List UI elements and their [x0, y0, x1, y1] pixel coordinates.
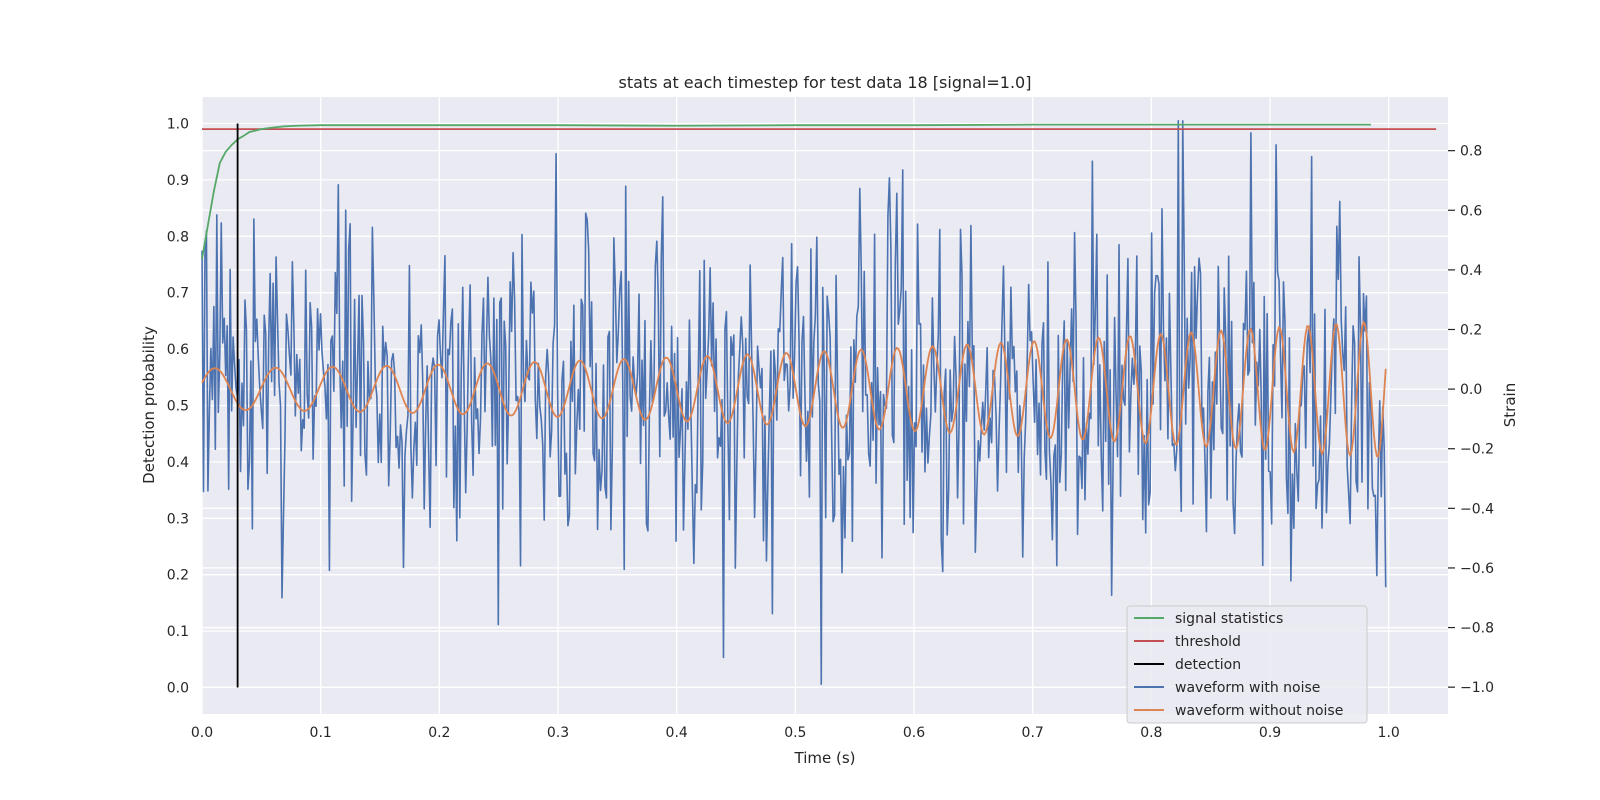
x-tick-labels: 0.0 0.1 0.2 0.3 0.4 0.5 0.6 0.7 0.8 0.9 1.0: [191, 725, 1400, 741]
x-tick-label: 0.8: [1140, 725, 1162, 741]
legend-label-waveform-without-noise: waveform without noise: [1175, 703, 1343, 719]
y-left-tick-label: 0.2: [167, 568, 189, 584]
y-right-tick-label: 0.4: [1460, 263, 1482, 279]
y-right-axis-label: Strain: [1501, 383, 1519, 427]
series-line-signal-statistics: [201, 123, 1371, 260]
y-right-tick-label: −0.2: [1460, 442, 1494, 458]
y-right-tick-label: −0.8: [1460, 621, 1494, 637]
x-tick-label: 0.3: [547, 725, 569, 741]
y-left-tick-label: 0.4: [167, 455, 189, 471]
x-tick-label: 0.9: [1259, 725, 1281, 741]
y-right-tick-label: −1.0: [1460, 680, 1494, 696]
y-left-tick-label: 0.6: [167, 342, 189, 358]
x-tick-label: 0.4: [666, 725, 688, 741]
legend-label-waveform-with-noise: waveform with noise: [1175, 680, 1320, 696]
x-tick-label: 0.6: [903, 725, 925, 741]
y-right-tick-label: 0.2: [1460, 322, 1482, 338]
y-right-tick-label: −0.4: [1460, 501, 1494, 517]
legend-label-threshold: threshold: [1175, 634, 1241, 650]
y-left-tick-label: 0.7: [167, 286, 189, 302]
x-tick-label: 0.1: [310, 725, 332, 741]
x-tick-label: 0.7: [1022, 725, 1044, 741]
y-left-tick-label: 0.5: [167, 399, 189, 415]
y-left-tick-label: 0.1: [167, 624, 189, 640]
y-left-tick-label: 0.0: [167, 680, 189, 696]
x-axis-label: Time (s): [794, 749, 856, 767]
x-tick-label: 1.0: [1378, 725, 1400, 741]
y-left-tick-label: 1.0: [167, 117, 189, 133]
y-left-axis-label: Detection probability: [140, 326, 158, 484]
legend: signal statistics threshold detection wa…: [1126, 605, 1368, 724]
legend-box: [1126, 605, 1368, 724]
y-right-tick-label: 0.0: [1460, 382, 1482, 398]
x-tick-label: 0.2: [428, 725, 450, 741]
y-left-tick-label: 0.9: [167, 173, 189, 189]
y-left-tick-labels: 0.0 0.1 0.2 0.3 0.4 0.5 0.6 0.7 0.8 0.9 1.0: [167, 117, 189, 697]
y-right-tick-label: 0.8: [1460, 144, 1482, 160]
y-right-tick-labels: −1.0 −0.8 −0.6 −0.4 −0.2 0.0 0.2 0.4 0.6 0.8: [1448, 144, 1494, 696]
y-left-tick-label: 0.3: [167, 511, 189, 527]
chart-title: stats at each timestep for test data 18 …: [619, 73, 1032, 92]
legend-label-detection: detection: [1175, 657, 1241, 673]
series-line-waveform-without-noise: [201, 320, 1387, 458]
y-right-tick-label: 0.6: [1460, 203, 1482, 219]
x-tick-label: 0.0: [191, 725, 213, 741]
y-right-tick-label: −0.6: [1460, 561, 1494, 577]
y-left-tick-label: 0.8: [167, 229, 189, 245]
x-tick-label: 0.5: [784, 725, 806, 741]
series-layer: [201, 120, 1437, 688]
legend-label-signal-statistics: signal statistics: [1175, 611, 1283, 627]
